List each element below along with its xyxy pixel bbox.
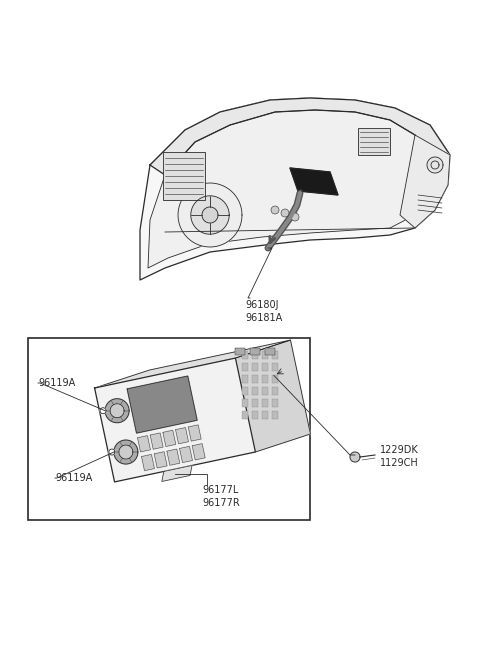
- Polygon shape: [154, 452, 167, 468]
- Bar: [236, 348, 245, 355]
- Circle shape: [271, 206, 279, 214]
- Bar: [242, 387, 249, 395]
- Polygon shape: [110, 403, 124, 418]
- Polygon shape: [105, 399, 129, 422]
- Polygon shape: [142, 455, 155, 471]
- Bar: [273, 375, 278, 383]
- Polygon shape: [191, 196, 229, 234]
- Polygon shape: [176, 428, 189, 444]
- Polygon shape: [163, 430, 176, 447]
- Bar: [163, 152, 205, 200]
- Text: 96181A: 96181A: [245, 313, 282, 323]
- Polygon shape: [427, 157, 443, 173]
- Polygon shape: [180, 446, 192, 462]
- Bar: [263, 411, 268, 419]
- Polygon shape: [202, 207, 218, 223]
- Polygon shape: [167, 449, 180, 465]
- Bar: [242, 399, 249, 407]
- Bar: [252, 411, 258, 419]
- Polygon shape: [114, 440, 138, 464]
- Bar: [252, 351, 258, 359]
- Polygon shape: [178, 183, 242, 247]
- Bar: [263, 363, 268, 371]
- Polygon shape: [290, 168, 338, 195]
- Bar: [263, 387, 268, 395]
- Text: 96119A: 96119A: [55, 473, 92, 483]
- Bar: [28, 338, 310, 520]
- Bar: [265, 348, 276, 355]
- Bar: [263, 375, 268, 383]
- Polygon shape: [95, 358, 255, 482]
- Polygon shape: [109, 449, 115, 455]
- Circle shape: [281, 209, 289, 217]
- Polygon shape: [127, 376, 197, 433]
- Bar: [251, 348, 261, 355]
- Polygon shape: [100, 407, 106, 414]
- Text: 96177L: 96177L: [202, 485, 239, 495]
- Bar: [273, 351, 278, 359]
- Bar: [263, 399, 268, 407]
- Polygon shape: [95, 340, 290, 388]
- Polygon shape: [192, 443, 205, 460]
- Bar: [252, 387, 258, 395]
- Text: 96177R: 96177R: [202, 498, 240, 508]
- Bar: [252, 363, 258, 371]
- Text: 1129CH: 1129CH: [380, 458, 419, 468]
- Polygon shape: [400, 135, 450, 228]
- Polygon shape: [140, 98, 450, 280]
- Bar: [252, 375, 258, 383]
- Polygon shape: [150, 98, 450, 175]
- Polygon shape: [350, 452, 360, 462]
- Text: 1229DK: 1229DK: [380, 445, 419, 455]
- Bar: [273, 363, 278, 371]
- Circle shape: [291, 213, 299, 221]
- Bar: [242, 351, 249, 359]
- Bar: [252, 399, 258, 407]
- Bar: [273, 387, 278, 395]
- Bar: [242, 411, 249, 419]
- Bar: [358, 128, 390, 155]
- Polygon shape: [236, 340, 311, 452]
- Polygon shape: [188, 425, 201, 441]
- Bar: [273, 399, 278, 407]
- Polygon shape: [150, 433, 163, 449]
- Polygon shape: [162, 466, 192, 481]
- Bar: [273, 411, 278, 419]
- Polygon shape: [148, 110, 432, 268]
- Polygon shape: [138, 436, 150, 452]
- Bar: [242, 363, 249, 371]
- Text: 96119A: 96119A: [38, 378, 75, 388]
- Bar: [263, 351, 268, 359]
- Bar: [242, 375, 249, 383]
- Text: 96180J: 96180J: [245, 300, 278, 310]
- Polygon shape: [119, 445, 133, 459]
